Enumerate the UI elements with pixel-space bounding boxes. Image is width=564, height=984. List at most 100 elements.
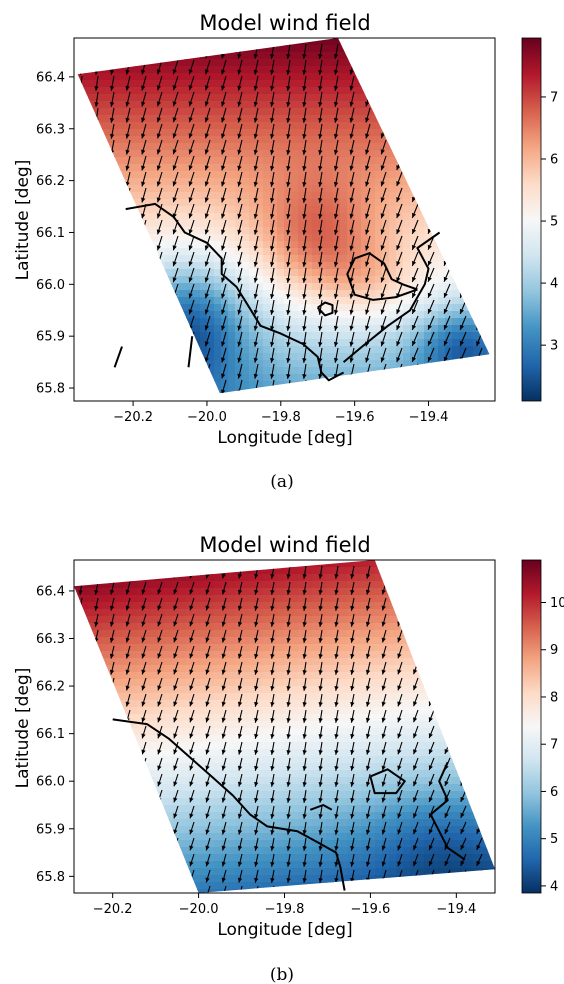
field-cell [270, 45, 278, 53]
field-cell [151, 651, 159, 659]
field-cell [256, 262, 264, 270]
field-cell [102, 66, 110, 74]
field-cell [207, 290, 215, 298]
field-cell [263, 374, 271, 382]
wind-arrow [380, 299, 387, 315]
field-cell [193, 742, 201, 750]
wind-arrow [318, 235, 323, 251]
field-cell [228, 707, 236, 715]
field-cell [207, 854, 215, 862]
field-cell [193, 672, 201, 680]
field-cell [207, 311, 215, 319]
field-cell [445, 367, 453, 375]
field-cell [123, 784, 131, 792]
wind-arrow [411, 203, 419, 219]
field-cell [137, 325, 145, 333]
wind-arrow [318, 315, 323, 331]
field-cell [438, 213, 446, 221]
field-cell [480, 283, 488, 291]
field-cell [375, 213, 383, 221]
wind-arrow [318, 267, 323, 283]
field-cell [263, 108, 271, 116]
wind-arrow [302, 123, 307, 139]
field-cell [144, 644, 152, 652]
wind-arrow [156, 75, 163, 91]
field-cell [207, 770, 215, 778]
field-cell [438, 332, 446, 340]
field-cell [214, 94, 222, 102]
field-cell [431, 206, 439, 214]
wind-arrow [286, 235, 291, 251]
field-cell [130, 714, 138, 722]
field-cell [95, 353, 103, 361]
field-cell [312, 269, 320, 277]
field-cell [102, 658, 110, 666]
field-cell [95, 241, 103, 249]
field-cell [88, 602, 96, 610]
field-cell [123, 227, 131, 235]
wind-arrow [204, 203, 211, 219]
wind-arrow [78, 235, 84, 251]
field-cell [417, 213, 425, 221]
field-cell [193, 588, 201, 596]
field-cell [417, 185, 425, 193]
field-cell [88, 178, 96, 186]
field-cell [242, 150, 250, 158]
field-cell [242, 560, 250, 568]
field-cell [452, 129, 460, 137]
field-cell [137, 777, 145, 785]
wind-arrow [427, 219, 435, 235]
field-cell [221, 164, 229, 172]
field-cell [200, 665, 208, 673]
field-cell [389, 45, 397, 53]
field-cell [158, 360, 166, 368]
wind-arrow [411, 235, 419, 251]
field-cell [95, 150, 103, 158]
field-cell [77, 80, 82, 88]
field-cell [305, 304, 313, 312]
field-cell [172, 360, 180, 368]
wind-arrow [269, 107, 275, 123]
field-cell [410, 241, 418, 249]
wind-arrow [109, 187, 115, 203]
field-cell [207, 38, 215, 46]
field-cell [263, 262, 271, 270]
field-cell [207, 339, 215, 347]
field-cell [319, 122, 327, 130]
field-cell [179, 574, 187, 582]
field-cell [340, 318, 348, 326]
field-cell [165, 707, 173, 715]
field-cell [263, 38, 271, 46]
field-cell [480, 150, 488, 158]
wind-arrow [411, 91, 419, 107]
field-cell [214, 658, 222, 666]
field-cell [137, 658, 145, 666]
field-cell [340, 73, 348, 81]
field-cell [123, 616, 131, 624]
field-cell [417, 290, 425, 298]
field-cell [179, 185, 187, 193]
field-cell [165, 297, 173, 305]
field-cell [312, 360, 320, 368]
field-cell [235, 346, 243, 354]
wind-arrow [221, 59, 227, 75]
wind-arrow [349, 219, 355, 235]
wind-arrow [411, 363, 419, 379]
field-cell [270, 178, 278, 186]
field-cell [263, 318, 271, 326]
wind-arrow [411, 331, 419, 347]
field-cell [144, 122, 152, 130]
field-cell [396, 213, 404, 221]
field-cell [172, 283, 180, 291]
field-cell [228, 192, 236, 200]
field-cell [403, 381, 411, 389]
field-cell [179, 52, 187, 60]
field-cell [480, 297, 488, 305]
field-cell [130, 833, 138, 841]
field-cell [144, 805, 152, 813]
field-cell [319, 304, 327, 312]
field-cell [466, 66, 474, 74]
field-cell [277, 164, 285, 172]
field-cell [375, 346, 383, 354]
field-cell [326, 255, 334, 263]
